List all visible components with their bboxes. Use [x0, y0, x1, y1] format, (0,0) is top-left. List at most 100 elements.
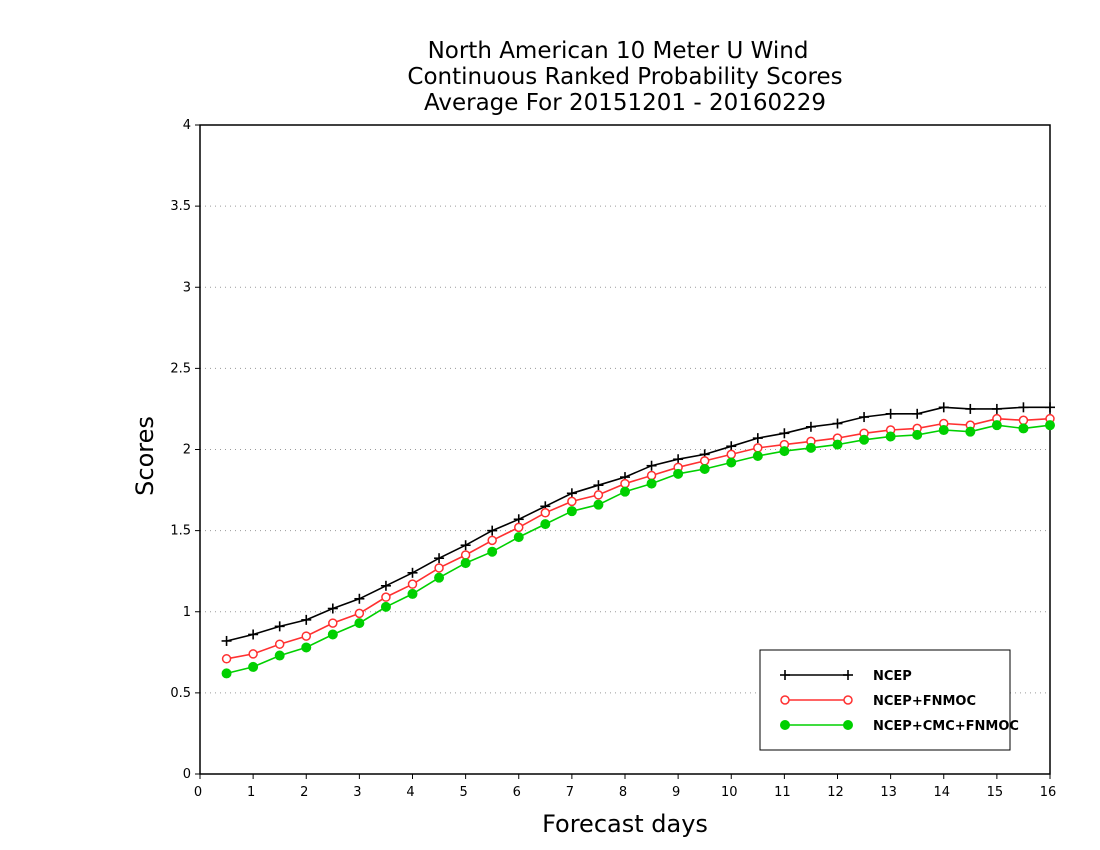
x-tick-label: 11 — [774, 785, 791, 800]
data-point — [381, 592, 391, 602]
y-tick-label: 2.5 — [170, 361, 191, 376]
data-point — [912, 408, 923, 419]
data-point — [434, 563, 444, 573]
x-tick-label: 13 — [880, 785, 897, 800]
legend-item: NCEP+CMC+FNMOC — [780, 719, 1019, 734]
series-ncep — [221, 402, 1055, 646]
data-point — [540, 508, 551, 518]
data-point — [1045, 402, 1055, 413]
data-point — [779, 446, 790, 457]
data-point — [301, 614, 312, 625]
data-point — [965, 403, 976, 414]
x-tick-label: 15 — [987, 785, 1004, 800]
data-point — [327, 629, 338, 640]
data-point — [1018, 402, 1029, 413]
data-point — [327, 603, 338, 614]
y-tick-label: 3.5 — [170, 199, 191, 214]
data-point — [567, 496, 577, 507]
data-point — [407, 567, 418, 578]
x-tick-label: 8 — [619, 785, 627, 800]
data-point — [780, 720, 790, 730]
x-tick-label: 10 — [721, 785, 738, 800]
data-point — [566, 506, 577, 517]
legend-items: NCEP NCEP+FNMOC NCEP+CMC+FNMOC — [780, 669, 1019, 734]
series-ncep-cmc-fnmoc — [221, 420, 1055, 679]
data-point — [593, 499, 604, 510]
data-point — [434, 553, 445, 564]
data-point — [752, 450, 763, 461]
data-point — [248, 661, 259, 672]
series-line — [226, 424, 1051, 675]
data-point — [487, 525, 498, 536]
x-tick-label: 5 — [459, 785, 467, 800]
data-point — [274, 639, 285, 649]
data-point — [780, 670, 790, 680]
series-line — [226, 417, 1051, 660]
data-point — [832, 439, 843, 450]
data-point — [274, 621, 285, 632]
x-tick-label: 14 — [933, 785, 950, 800]
data-point — [620, 486, 630, 497]
grid-lines — [200, 205, 1050, 694]
y-tick-label: 0 — [183, 767, 191, 782]
y-axis-label: Scores — [131, 416, 159, 496]
data-point — [1018, 423, 1029, 434]
legend-label: NCEP+FNMOC — [873, 694, 976, 709]
x-tick-label: 2 — [300, 785, 308, 800]
data-point — [434, 572, 445, 583]
data-point — [843, 670, 853, 680]
data-point — [965, 426, 976, 437]
y-axis: 0 0.5 1 1.5 2 2.5 3 3.5 4 — [170, 118, 200, 782]
legend-item: NCEP — [780, 669, 912, 684]
data-point — [991, 420, 1002, 431]
data-point — [832, 418, 843, 429]
data-point — [673, 454, 684, 465]
data-point — [566, 488, 577, 499]
data-point — [487, 546, 498, 557]
data-point — [620, 478, 630, 489]
y-tick-label: 3 — [183, 280, 191, 295]
y-tick-label: 0.5 — [170, 686, 191, 701]
data-point — [991, 403, 1002, 414]
x-tick-label: 12 — [827, 785, 844, 800]
legend: NCEP NCEP+FNMOC NCEP+CMC+FNMOC — [759, 649, 1019, 751]
legend-label: NCEP+CMC+FNMOC — [873, 719, 1019, 734]
data-point — [380, 580, 391, 591]
data-point — [780, 695, 790, 705]
data-point — [859, 412, 870, 423]
data-point — [885, 431, 896, 442]
x-axis: 0 1 2 3 4 5 6 7 8 9 10 11 12 13 14 15 16 — [194, 774, 1056, 800]
data-point — [407, 588, 418, 599]
data-point — [593, 490, 604, 500]
data-point — [673, 468, 684, 479]
data-point — [859, 434, 870, 445]
data-point — [593, 480, 604, 491]
data-point — [938, 425, 949, 436]
x-tick-label: 16 — [1040, 785, 1057, 800]
data-point — [699, 456, 710, 466]
data-point — [752, 433, 763, 444]
data-point — [221, 635, 232, 646]
y-tick-label: 2 — [183, 443, 191, 458]
data-point — [248, 649, 258, 659]
data-point — [1018, 415, 1029, 426]
x-tick-label: 9 — [672, 785, 680, 800]
series-layer — [221, 402, 1055, 679]
data-point — [726, 457, 737, 468]
data-point — [487, 535, 497, 546]
data-point — [460, 540, 471, 551]
data-point — [354, 593, 365, 604]
x-tick-label: 6 — [513, 785, 521, 800]
data-point — [514, 522, 524, 533]
data-point — [646, 478, 657, 489]
data-point — [726, 449, 736, 460]
data-point — [513, 532, 524, 543]
legend-item: NCEP+FNMOC — [780, 694, 976, 709]
data-point — [354, 618, 365, 629]
x-axis-label: Forecast days — [542, 810, 708, 838]
x-tick-label: 7 — [566, 785, 574, 800]
series-ncep-fnmoc — [221, 413, 1055, 664]
title-line-3: Average For 20151201 - 20160229 — [424, 90, 826, 116]
x-tick-label: 4 — [406, 785, 414, 800]
